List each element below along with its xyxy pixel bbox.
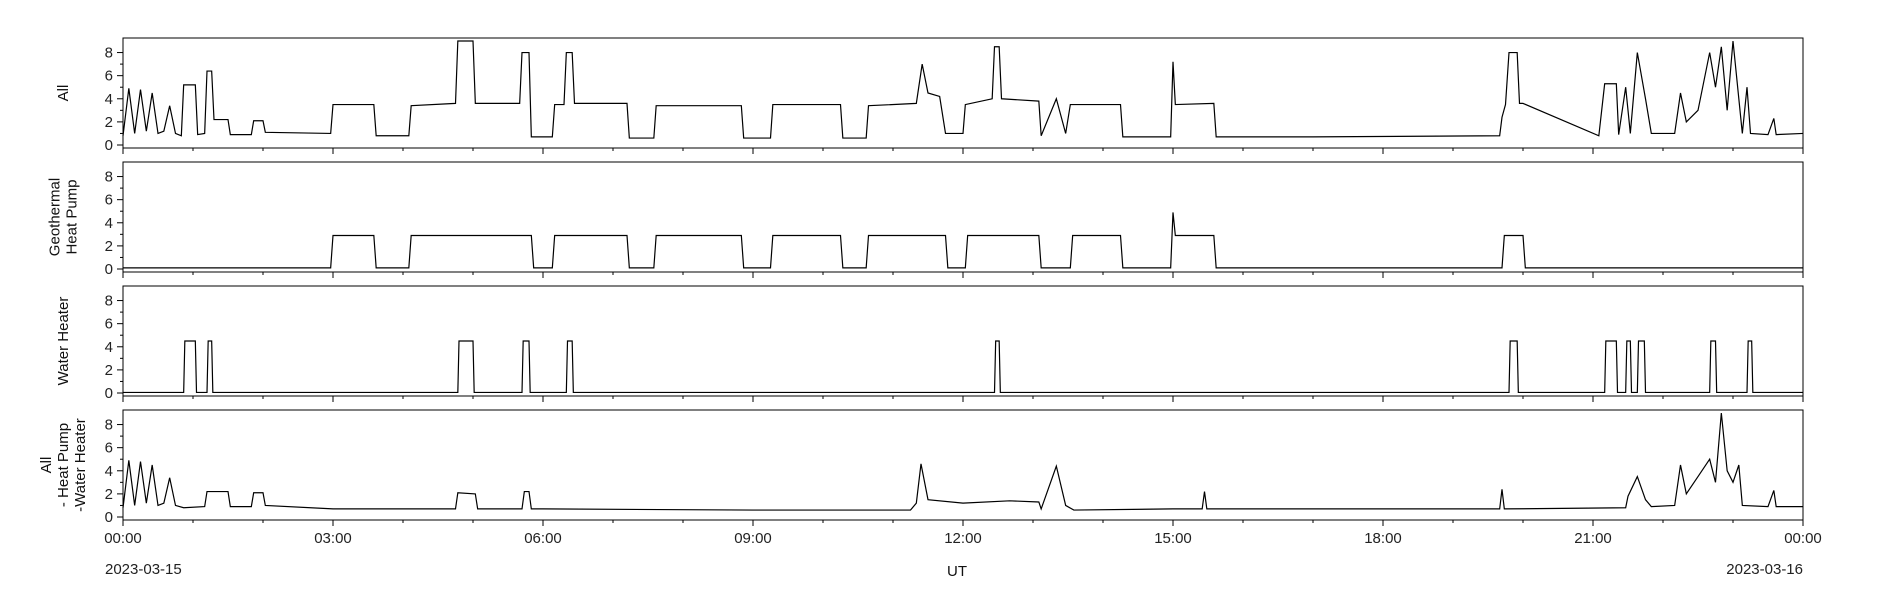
y-tick-label: 4 (105, 215, 113, 232)
panel-frame (122, 285, 1804, 397)
y-tick-label: 0 (105, 137, 113, 154)
y-axis-title-line: Geothermal (47, 178, 64, 256)
y-tick-label: 2 (105, 486, 113, 503)
x-tick-label: 15:00 (1154, 530, 1192, 547)
x-tick-label: 00:00 (104, 530, 142, 547)
y-axis-title-line: Water Heater (55, 297, 72, 386)
series-line (122, 40, 1804, 139)
y-axis-title-line: - Heat Pump (55, 423, 72, 507)
x-tick-label: 06:00 (524, 530, 562, 547)
x-tick-label: 00:00 (1784, 530, 1822, 547)
x-axis-layer: 2023-03-15 2023-03-16 UT 00:00 03:00 06:00… (104, 530, 1822, 580)
x-axis-title: UT (947, 563, 967, 580)
y-tick-label: 0 (105, 385, 113, 402)
x-tick-label: 03:00 (314, 530, 352, 547)
y-tick-label: 0 (105, 261, 113, 278)
y-tick-label: 8 (105, 293, 113, 310)
x-tick-label: 12:00 (944, 530, 982, 547)
y-tick-label: 0 (105, 509, 113, 526)
y-tick-label: 6 (105, 68, 113, 85)
y-tick-label: 6 (105, 192, 113, 209)
panels-layer: 0 2 4 6 8 All 0 2 4 6 8 Geothermal Heat Pump 0 2 4 6 8 Wat… (38, 37, 1804, 526)
y-tick-label: 8 (105, 417, 113, 434)
y-tick-label: 4 (105, 91, 113, 108)
y-axis-title-line: All (38, 457, 55, 474)
series-line (122, 412, 1803, 511)
y-tick-label: 2 (105, 114, 113, 131)
x-tick-label: 18:00 (1364, 530, 1402, 547)
y-axis-title-line: Heat Pump (64, 179, 81, 254)
panel-1: 0 2 4 6 8 All (55, 37, 1804, 154)
panel-3: 0 2 4 6 8 Water Heater (55, 285, 1804, 402)
y-tick-label: 2 (105, 362, 113, 379)
y-tick-label: 2 (105, 238, 113, 255)
y-axis-title-line: All (55, 85, 72, 102)
y-tick-label: 8 (105, 169, 113, 186)
series-line (123, 340, 1803, 394)
y-tick-label: 6 (105, 440, 113, 457)
y-tick-label: 8 (105, 45, 113, 62)
panel-2: 0 2 4 6 8 Geothermal Heat Pump (47, 161, 1804, 278)
series-line (123, 212, 1803, 269)
y-tick-label: 4 (105, 339, 113, 356)
x-tick-label: 09:00 (734, 530, 772, 547)
y-tick-label: 4 (105, 463, 113, 480)
x-tick-label: 21:00 (1574, 530, 1612, 547)
panel-4: 0 2 4 6 8 All - Heat Pump -Water Heater (38, 409, 1804, 526)
y-tick-label: 6 (105, 316, 113, 333)
y-axis-title-line: -Water Heater (72, 418, 89, 512)
x-date-left: 2023-03-15 (105, 561, 182, 578)
x-date-right: 2023-03-16 (1726, 561, 1803, 578)
